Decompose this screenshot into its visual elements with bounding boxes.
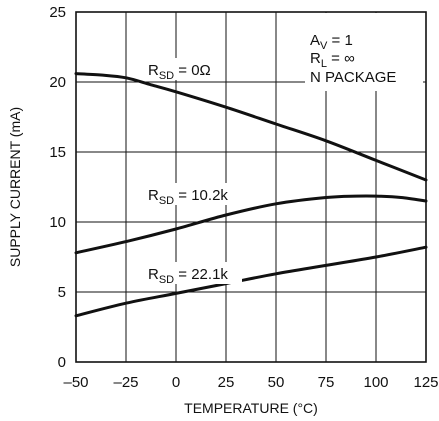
series-label-2-text: RSD = 22.1k (148, 266, 228, 286)
series-label-1-text: RSD = 10.2k (148, 187, 228, 207)
series-label-1-rest: = 10.2k (174, 187, 228, 204)
curves (74, 72, 428, 318)
series-line-0 (74, 72, 428, 182)
y-tick-label: 25 (49, 4, 66, 21)
condition-rl: RL = ∞ (310, 50, 355, 70)
x-tick-label: 75 (318, 374, 335, 391)
series-label-0-bg (146, 58, 224, 80)
x-tick-label: 100 (363, 374, 388, 391)
series-label-2-rest: = 22.1k (174, 266, 228, 283)
condition-rl-sub: L (321, 58, 327, 70)
series-label-2-bg (146, 262, 242, 284)
y-tick-label: 5 (58, 284, 66, 301)
condition-av: AV = 1 (310, 32, 353, 52)
condition-av-rest: = 1 (327, 32, 352, 49)
series-label-2: RSD = 22.1k (146, 262, 242, 286)
series-label-1-main: R (148, 187, 159, 204)
x-tick-label: –25 (113, 374, 138, 391)
conditions-annotation: AV = 1 RL = ∞ N PACKAGE (305, 13, 423, 91)
x-tick-label: 50 (268, 374, 285, 391)
y-tick-label: 10 (49, 214, 66, 231)
y-tick-label: 15 (49, 144, 66, 161)
condition-av-sub: V (320, 40, 328, 52)
y-tick-label: 20 (49, 74, 66, 91)
annotation-background (305, 13, 423, 91)
y-tick-label: 0 (58, 354, 66, 371)
series-label-0-main: R (148, 62, 159, 79)
series-label-1: RSD = 10.2k (146, 183, 242, 207)
x-tick-label: 0 (172, 374, 180, 391)
tick-labels: –50 –25 0 25 50 75 100 125 0 5 10 15 20 25 (49, 4, 438, 391)
condition-rl-main: R (310, 50, 321, 67)
plot-frame (75, 11, 427, 363)
series-label-2-main: R (148, 266, 159, 283)
x-tick-label: 125 (413, 374, 438, 391)
series-label-0-rest: = 0Ω (174, 62, 211, 79)
series-label-0-text: RSD = 0Ω (148, 62, 211, 82)
condition-av-main: A (310, 32, 320, 49)
condition-package: N PACKAGE (310, 69, 396, 86)
series-label-0: RSD = 0Ω (146, 58, 224, 82)
series-line-1 (74, 194, 428, 255)
y-axis-label: SUPPLY CURRENT (mA) (7, 107, 23, 267)
series-label-2-sub: SD (159, 274, 174, 286)
series-label-1-bg (146, 183, 242, 205)
x-tick-label: 25 (218, 374, 235, 391)
series-line-2 (74, 245, 428, 318)
x-tick-label: –50 (63, 374, 88, 391)
series-label-0-sub: SD (159, 70, 174, 82)
series-label-1-sub: SD (159, 195, 174, 207)
x-axis-label: TEMPERATURE (°C) (184, 400, 318, 416)
condition-rl-rest: = ∞ (327, 50, 355, 67)
